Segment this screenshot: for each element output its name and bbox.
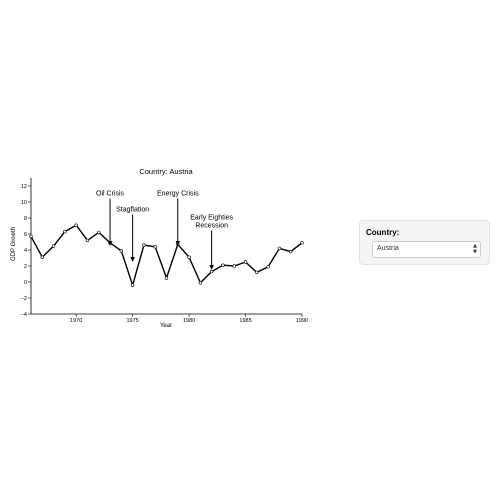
- data-point: [40, 255, 44, 259]
- data-point: [277, 246, 282, 251]
- data-point: [85, 238, 90, 243]
- chart-annotations: Oil Crisis Stagflation Energy Crisis Early …: [96, 191, 234, 270]
- annotation-arrow-head: [107, 241, 113, 246]
- country-select-value: Austria: [377, 245, 399, 252]
- annotation-label: Recession: [195, 223, 228, 230]
- data-point: [153, 245, 157, 249]
- data-point: [130, 283, 135, 287]
- select-arrows-icon: ▲ ▼: [473, 243, 477, 255]
- data-point: [255, 270, 259, 275]
- x-axis-label: Year: [160, 323, 172, 329]
- data-point: [164, 276, 169, 280]
- country-selector-panel: Country: Austria ▲ ▼: [359, 220, 490, 265]
- country-label: Country:: [366, 228, 400, 237]
- data-point: [97, 230, 101, 235]
- data-point: [243, 260, 248, 264]
- x-tick-label: 1975: [127, 318, 139, 324]
- y-tick-label: 12: [21, 184, 27, 190]
- y-axis-label: GDP Growth: [11, 227, 17, 261]
- gdp-series-line: [30, 224, 303, 288]
- annotation-arrow-head: [130, 257, 135, 262]
- x-tick-label: 1980: [183, 318, 195, 324]
- y-tick-label: 10: [21, 200, 27, 206]
- annotation-label: Oil Crisis: [96, 191, 124, 198]
- data-point: [232, 264, 236, 268]
- annotation-label: Early Eighties: [190, 215, 233, 222]
- data-point: [51, 244, 56, 248]
- y-tick-label: 6: [24, 232, 27, 238]
- annotation-label: Stagflation: [116, 207, 149, 214]
- chart-axes: [30, 178, 302, 315]
- data-point: [187, 255, 191, 259]
- country-select[interactable]: Austria ▲ ▼: [372, 241, 481, 258]
- data-point: [198, 281, 203, 285]
- y-tick-label: −4: [21, 312, 27, 318]
- annotation-arrow-head: [209, 265, 214, 270]
- data-point: [209, 269, 214, 274]
- annotation-arrow-head: [175, 241, 180, 246]
- y-tick-label: −2: [21, 296, 27, 302]
- annotation-label: Energy Crisis: [157, 191, 199, 198]
- chart-ticks: 1970 1975 1980 1985 1990 −4 −2 0 2 4 6 8 10 12: [21, 184, 308, 324]
- data-point: [119, 249, 124, 253]
- chart-title: Country: Austria: [139, 167, 193, 176]
- y-tick-label: 0: [24, 280, 27, 286]
- x-tick-label: 1990: [296, 318, 308, 324]
- data-point: [221, 263, 225, 267]
- data-point: [63, 229, 67, 234]
- y-tick-label: 2: [24, 264, 27, 270]
- data-point: [29, 234, 33, 239]
- data-point: [142, 243, 146, 247]
- x-tick-label: 1970: [70, 318, 82, 324]
- y-tick-label: 4: [24, 248, 27, 254]
- data-point: [300, 241, 304, 245]
- data-point: [266, 265, 270, 269]
- x-tick-label: 1985: [239, 318, 251, 324]
- data-point: [74, 223, 78, 227]
- y-tick-label: 8: [24, 216, 27, 222]
- data-point: [289, 249, 293, 254]
- gdp-series-points: [29, 223, 304, 287]
